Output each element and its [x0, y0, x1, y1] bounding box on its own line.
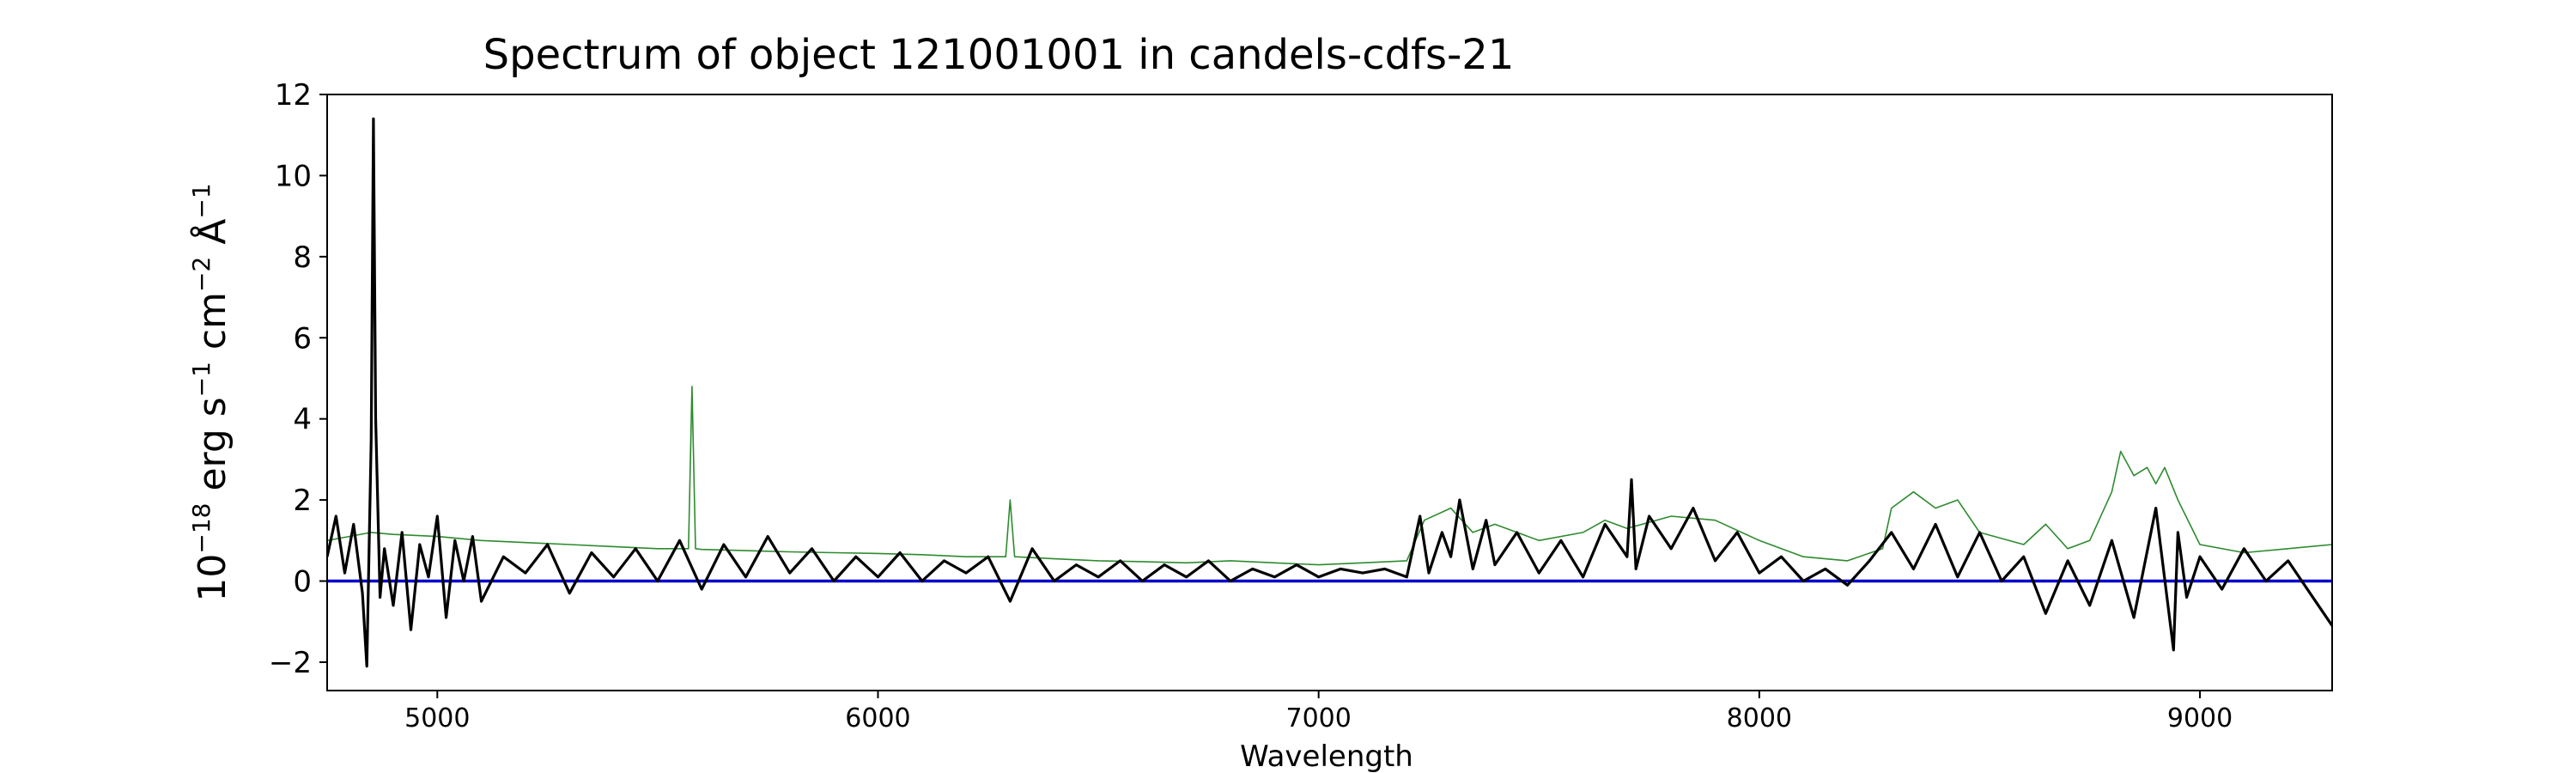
- y-tick-label: 0: [293, 565, 312, 600]
- x-axis: 5000 6000 7000 8000 9000: [404, 691, 2233, 733]
- x-tick-label: 7000: [1285, 703, 1351, 733]
- x-tick-label: 9000: [2167, 703, 2233, 733]
- plot-area: [327, 117, 2332, 668]
- y-label-unit2: cm: [191, 292, 234, 362]
- y-tick-label: 2: [293, 484, 312, 518]
- y-label-exp3: −1: [187, 183, 216, 218]
- y-tick-label: 6: [293, 321, 312, 356]
- noise-series-line: [327, 386, 2332, 566]
- y-label-exp1: −1: [187, 362, 216, 397]
- y-tick-label: 10: [275, 159, 312, 193]
- y-tick-label: 4: [293, 403, 312, 437]
- y-axis: −2 0 2 4 6 8 10 12: [269, 78, 327, 680]
- plot-frame: [326, 94, 2333, 691]
- y-axis-label: 10−18 erg s−1 cm−2 Å−1: [187, 183, 234, 601]
- y-label-unit1: erg s: [191, 397, 234, 502]
- x-axis-label: Wavelength: [1240, 740, 1413, 773]
- y-tick-label: 8: [293, 240, 312, 275]
- x-tick-label: 6000: [845, 703, 910, 733]
- y-tick-label: 12: [275, 78, 312, 113]
- spectrum-series-line: [327, 117, 2332, 668]
- y-label-base: 10: [191, 554, 234, 602]
- y-label-exp-base: −18: [187, 503, 216, 554]
- chart-title: Spectrum of object 121001001 in candels-…: [483, 31, 1515, 79]
- x-tick-label: 5000: [404, 703, 470, 733]
- x-tick-label: 8000: [1727, 703, 1792, 733]
- y-label-unit3: Å: [189, 219, 234, 257]
- y-label-exp2: −2: [187, 257, 216, 292]
- y-tick-label: −2: [269, 646, 312, 680]
